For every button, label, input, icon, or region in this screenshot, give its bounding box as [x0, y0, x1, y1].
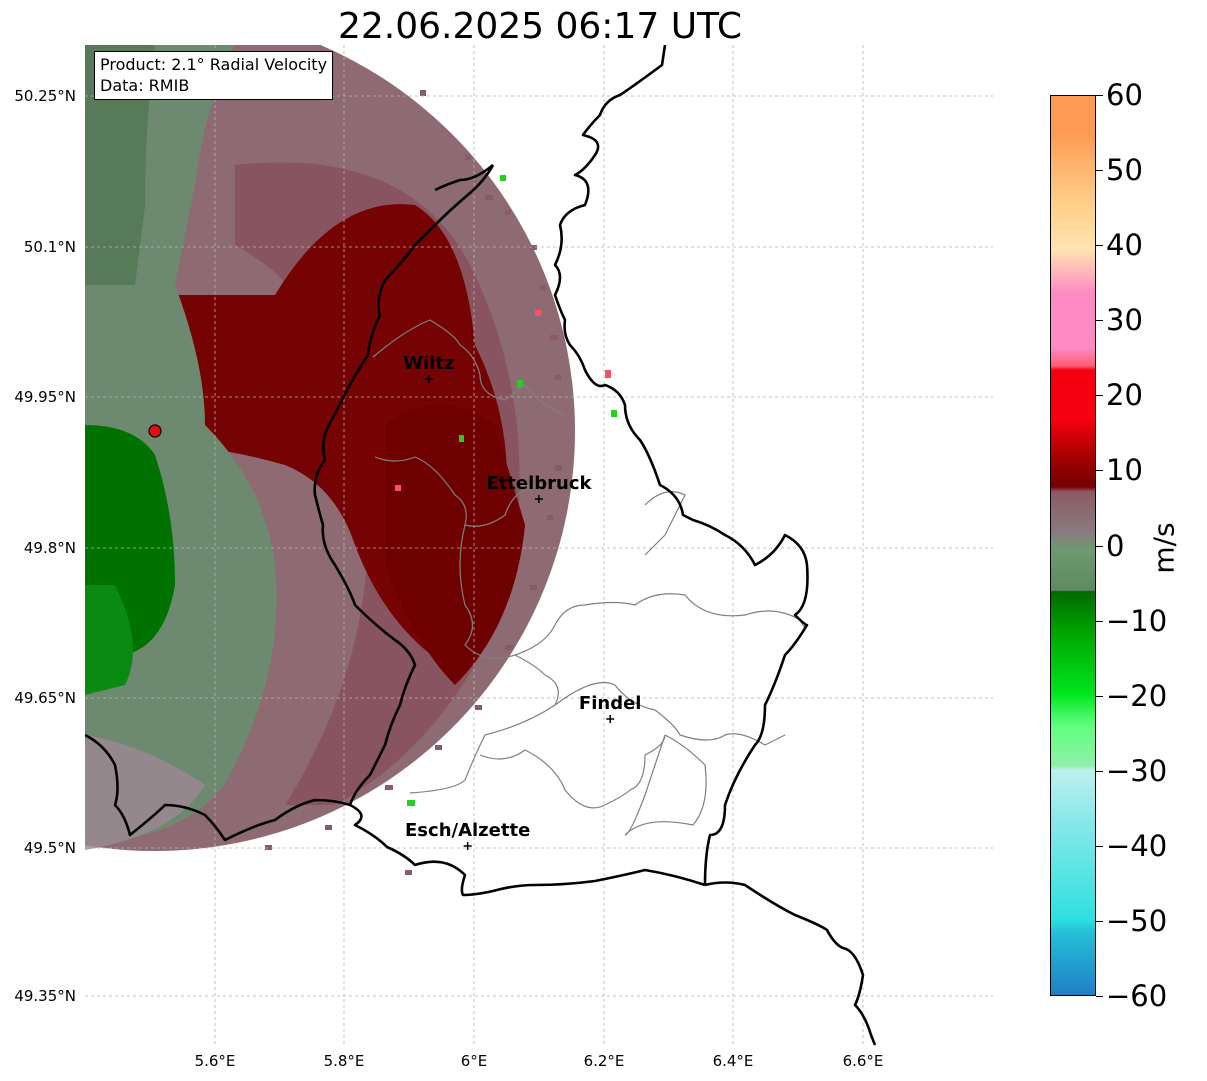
colorbar-unit-label: m/s: [1147, 522, 1181, 574]
lat-tick-label: 50.1°N: [23, 238, 76, 256]
colorbar-tick-mark: [1096, 470, 1103, 472]
inbound-northwest: [85, 45, 155, 285]
city-label: Ettelbruck: [486, 473, 592, 494]
city-label: Findel: [579, 693, 642, 714]
lat-tick-label: 49.8°N: [23, 539, 76, 557]
outbound-speckles: [395, 310, 611, 491]
colorbar-tick-label: −60: [1106, 979, 1168, 1013]
city-label: Wiltz: [403, 353, 454, 374]
data-source-label: Data: RMIB: [100, 76, 190, 95]
lon-tick-label: 5.8°E: [323, 1052, 365, 1070]
colorbar-tick-mark: [1096, 996, 1103, 997]
lon-tick-label: 6.2°E: [583, 1052, 625, 1070]
national-borders: [85, 45, 877, 1046]
colorbar-tick-mark: [1096, 320, 1103, 322]
lon-tick-label: 6.4°E: [712, 1052, 754, 1070]
colorbar-tick-mark: [1096, 170, 1103, 172]
colorbar-tick-mark: [1096, 395, 1103, 397]
colorbar-tick-label: 30: [1106, 303, 1143, 338]
colorbar-tick-mark: [1096, 695, 1103, 697]
lat-tick-label: 49.5°N: [23, 839, 76, 857]
lon-tick-label: 5.6°E: [194, 1052, 236, 1070]
colorbar-tick-label: 60: [1106, 78, 1143, 112]
city-label: Esch/Alzette: [405, 820, 530, 841]
colorbar-tick-label: −50: [1106, 903, 1168, 938]
city-marker[interactable]: Ettelbruck: [486, 473, 593, 503]
colorbar-tick-label: 10: [1106, 453, 1143, 488]
city-cross-icon: [534, 495, 543, 503]
colorbar-tick-label: 0: [1106, 528, 1125, 563]
colorbar-tick-label: 40: [1106, 228, 1143, 263]
inbound-speckles: [407, 175, 617, 806]
city-marker[interactable]: Wiltz: [403, 353, 454, 383]
graticule: [85, 45, 993, 1046]
city-marker[interactable]: Esch/Alzette: [405, 820, 530, 850]
map-title: 22.06.2025 06:17 UTC: [337, 6, 743, 47]
product-info-box: Product: 2.1° Radial Velocity Data: RMIB: [94, 51, 334, 100]
inbound-core-south: [85, 585, 133, 695]
colorbar-tick-mark: [1096, 95, 1103, 96]
lat-tick-label: 49.65°N: [14, 689, 76, 707]
lat-tick-label: 49.95°N: [14, 388, 76, 406]
echo-speckles: [265, 90, 562, 875]
lat-tick-label: 50.25°N: [14, 87, 76, 105]
velocity-colorbar: [1050, 95, 1096, 996]
product-label: Product: 2.1° Radial Velocity: [100, 55, 328, 74]
radar-site-marker[interactable]: [148, 424, 162, 438]
lon-tick-label: 6.6°E: [842, 1052, 884, 1070]
city-marker[interactable]: Findel: [579, 693, 642, 723]
city-cross-icon: [424, 375, 433, 383]
colorbar-tick-mark: [1096, 545, 1103, 547]
colorbar-tick-label: −40: [1106, 828, 1168, 863]
colorbar-tick-label: 20: [1106, 378, 1143, 413]
colorbar-tick-label: 50: [1106, 153, 1143, 188]
city-layer: Wiltz Ettelbruck Findel Esch/Alzette: [403, 353, 641, 850]
radar-map[interactable]: Wiltz Ettelbruck Findel Esch/Alzette: [85, 45, 993, 1046]
lon-tick-label: 6°E: [460, 1052, 488, 1070]
colorbar-tick-label: −20: [1106, 678, 1168, 713]
city-cross-icon: [606, 715, 615, 723]
colorbar-tick-mark: [1096, 770, 1103, 772]
city-cross-icon: [463, 842, 472, 850]
colorbar-tick-label: −30: [1106, 753, 1168, 788]
colorbar-tick-mark: [1096, 845, 1103, 847]
colorbar-tick-mark: [1096, 620, 1103, 622]
radar-map-svg: Wiltz Ettelbruck Findel Esch/Alzette: [85, 45, 993, 1046]
colorbar-tick-label: −10: [1106, 603, 1168, 638]
colorbar-tick-mark: [1096, 245, 1103, 247]
outbound-core-east: [385, 405, 525, 685]
colorbar-tick-mark: [1096, 920, 1103, 922]
canton-boundaries: [372, 319, 806, 836]
lat-tick-label: 49.35°N: [14, 987, 76, 1005]
